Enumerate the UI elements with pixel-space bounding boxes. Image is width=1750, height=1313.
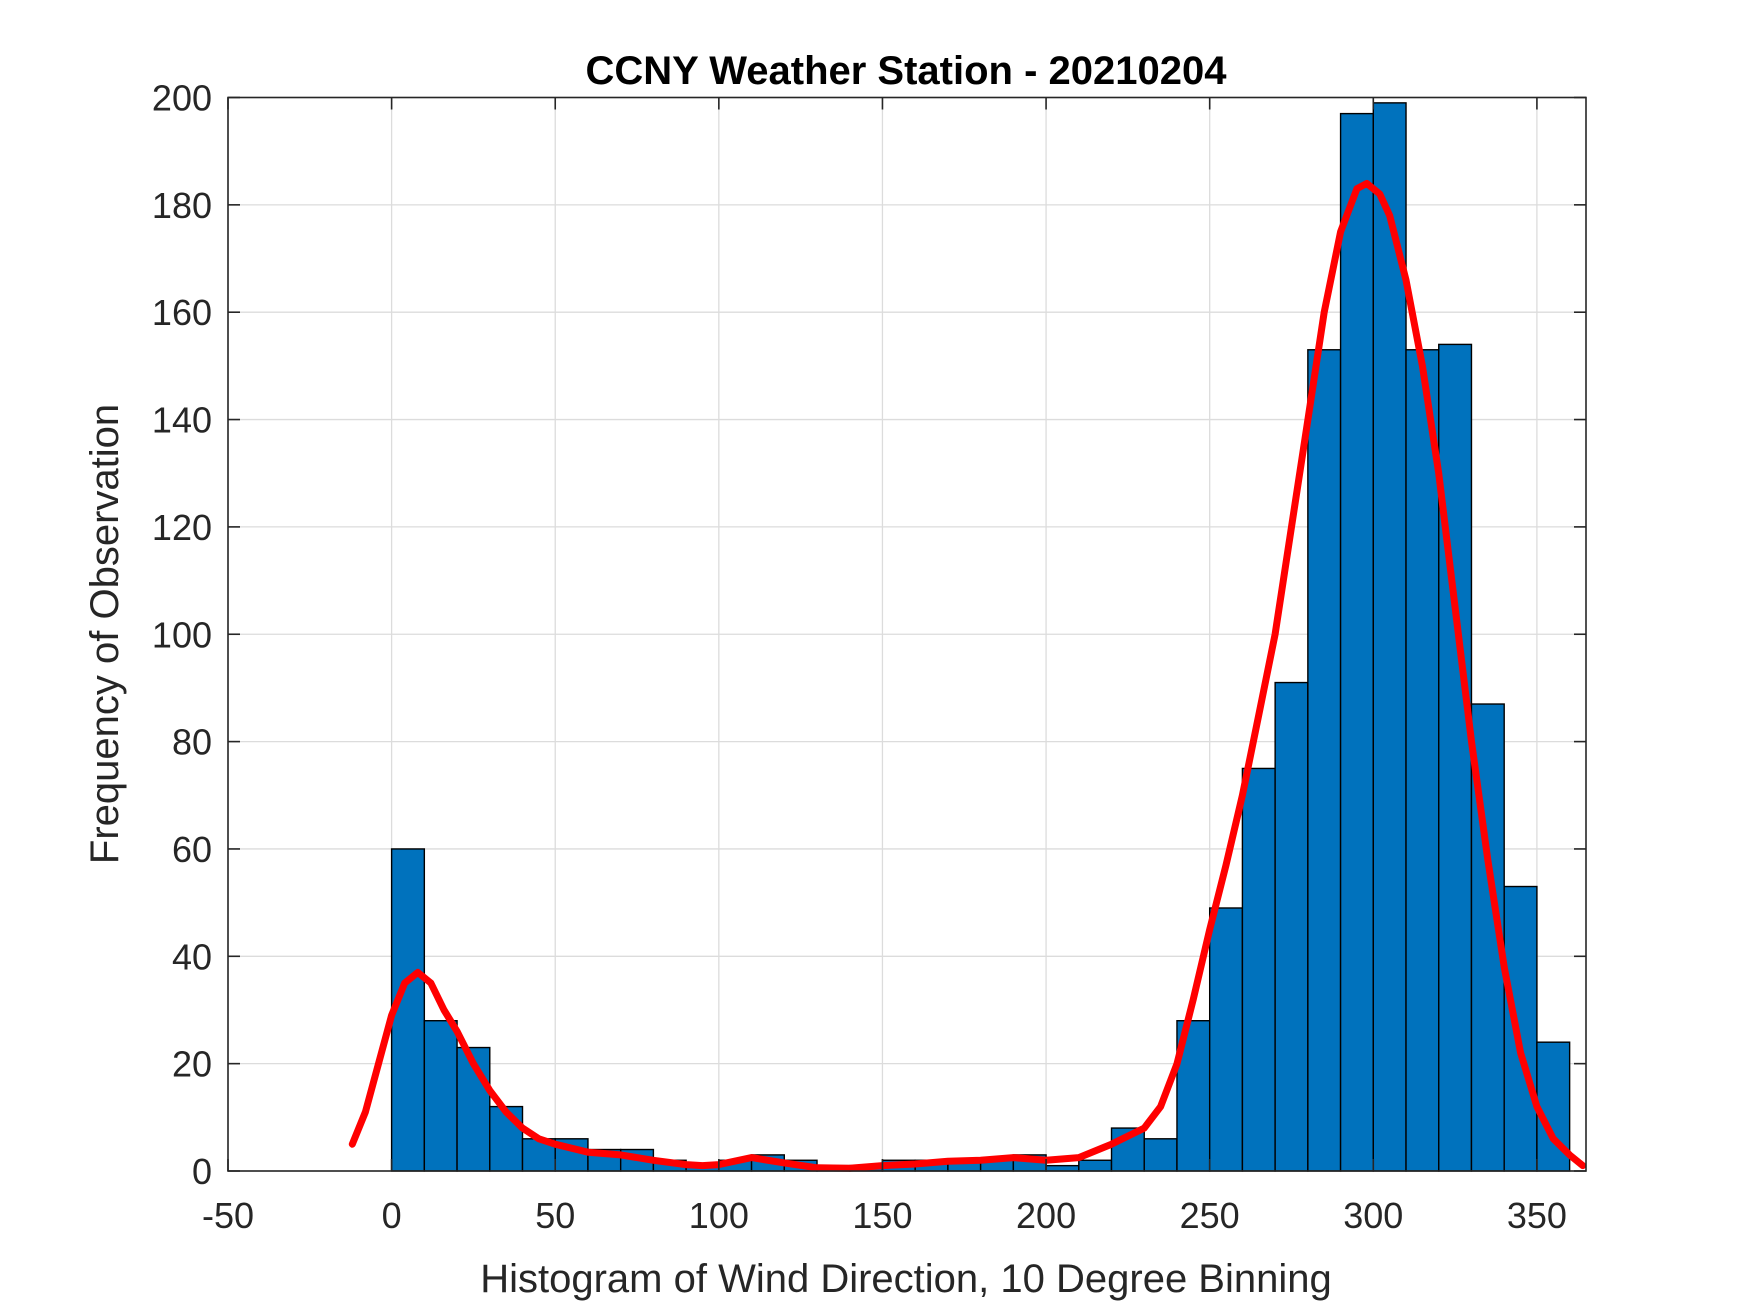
histogram-bar <box>1274 681 1309 1172</box>
y-tick-label: 0 <box>192 1151 212 1192</box>
x-tick-label: 300 <box>1343 1195 1403 1236</box>
y-tick-label: 120 <box>152 507 212 548</box>
y-axis-label: Frequency of Observation <box>83 404 127 864</box>
y-tick-label: 140 <box>152 400 212 441</box>
histogram-bar <box>1208 907 1244 1172</box>
histogram-bar <box>1503 885 1538 1172</box>
histogram-bar <box>1438 343 1473 1172</box>
y-tick-label: 100 <box>152 614 212 655</box>
fit-curve-line <box>348 179 1587 1172</box>
x-tick-label: 150 <box>852 1195 912 1236</box>
y-tick-label: 160 <box>152 292 212 333</box>
x-tick-label: 200 <box>1016 1195 1076 1236</box>
x-tick-label: 350 <box>1507 1195 1567 1236</box>
y-tick-label: 60 <box>172 829 212 870</box>
y-tick-label: 180 <box>152 185 212 226</box>
y-tick-label: 200 <box>152 78 212 119</box>
x-tick-labels: -50 0 50 100 150 200 250 300 350 <box>202 1195 1567 1236</box>
x-tick-label: -50 <box>202 1195 254 1236</box>
x-tick-label: 0 <box>382 1195 402 1236</box>
histogram-bar <box>1339 112 1375 1172</box>
tick-marks <box>227 96 1586 1172</box>
fit-curve-group <box>348 179 1587 1172</box>
y-tick-label: 20 <box>172 1044 212 1085</box>
histogram-bar <box>489 1105 524 1172</box>
histogram-bar <box>1405 349 1440 1172</box>
histogram-bar <box>423 1020 458 1172</box>
chart-title: CCNY Weather Station - 20210204 <box>586 49 1228 93</box>
histogram-bar <box>1241 767 1276 1172</box>
y-tick-labels: 0 20 40 60 80 100 120 140 160 180 200 <box>152 78 212 1193</box>
y-tick-label: 80 <box>172 722 212 763</box>
histogram-bar <box>1307 349 1342 1172</box>
histogram-bar <box>1078 1159 1113 1172</box>
x-tick-label: 250 <box>1180 1195 1240 1236</box>
histogram-bar <box>1143 1138 1178 1172</box>
histogram-bars <box>390 102 1571 1172</box>
x-axis-label: Histogram of Wind Direction, 10 Degree B… <box>480 1257 1332 1301</box>
x-tick-label: 100 <box>689 1195 749 1236</box>
x-tick-label: 50 <box>535 1195 575 1236</box>
histogram-bar <box>1045 1164 1080 1172</box>
y-tick-label: 40 <box>172 936 212 977</box>
